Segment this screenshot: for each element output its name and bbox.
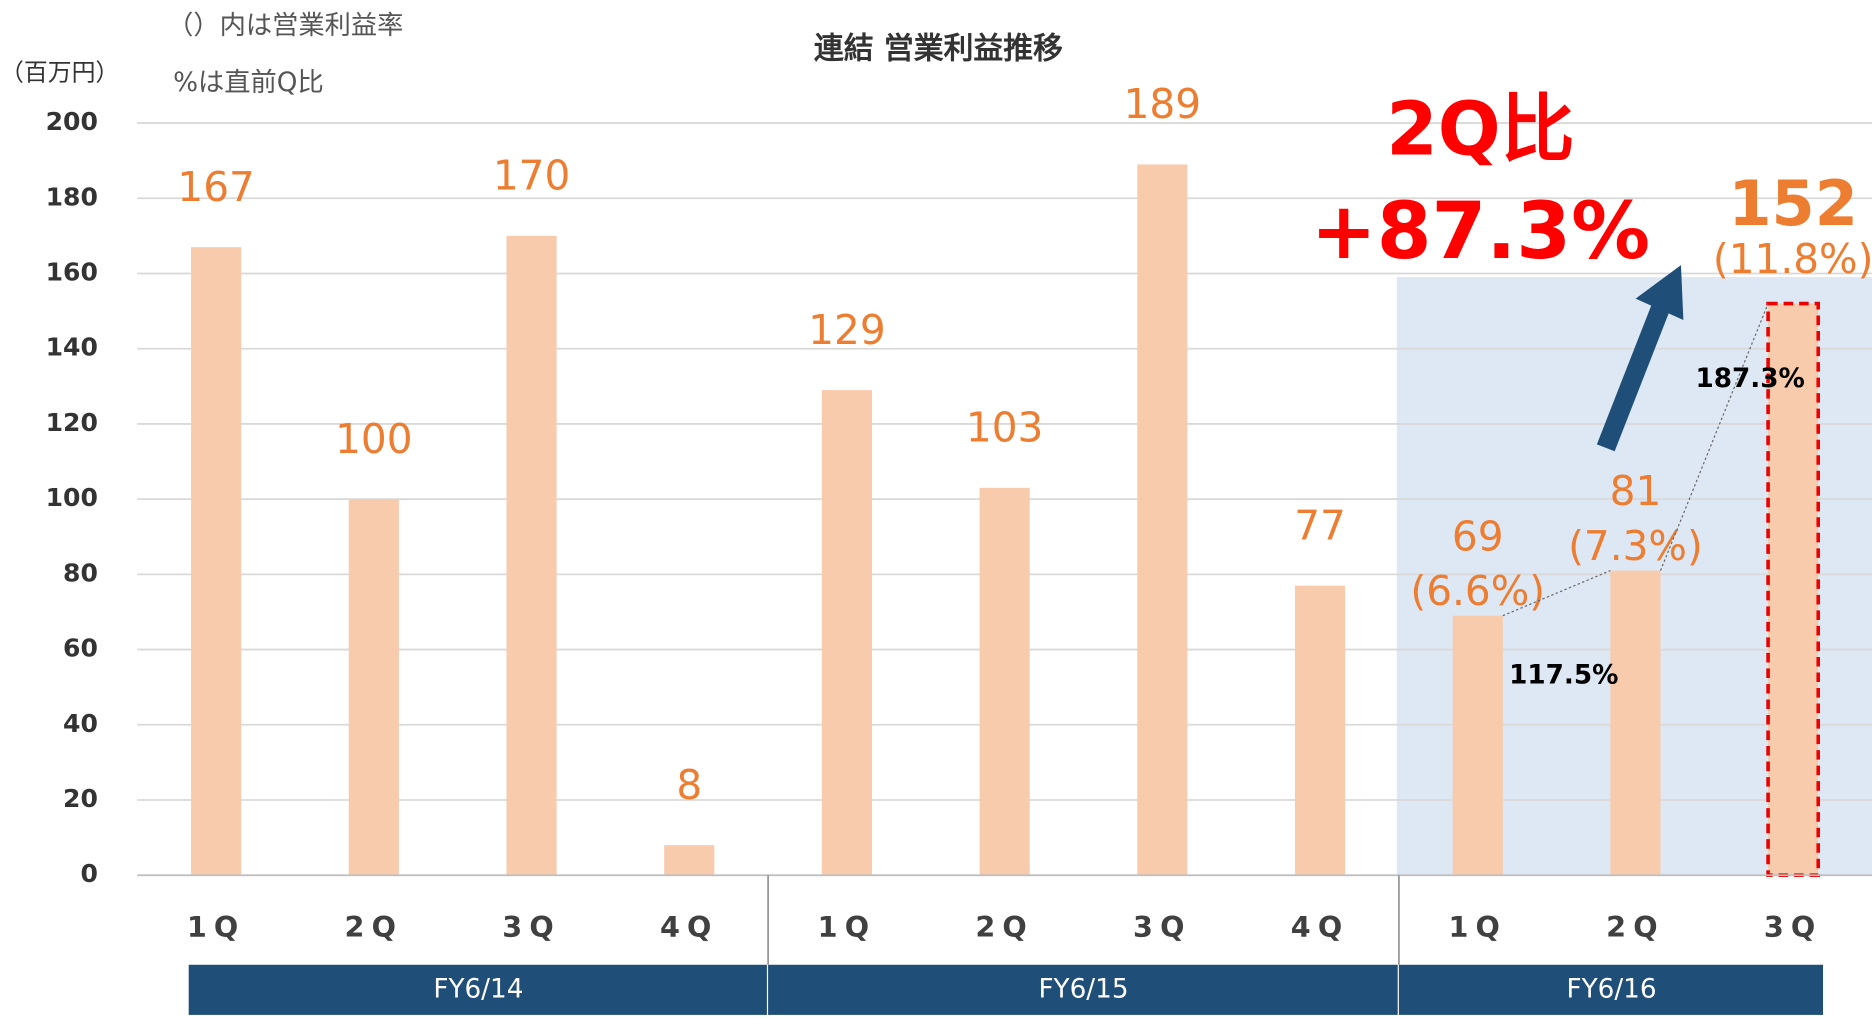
value-label: 69 [1452, 512, 1504, 560]
bar [191, 247, 242, 876]
bar [1137, 164, 1188, 876]
margin-label: (7.3%) [1568, 522, 1703, 570]
bar [1294, 585, 1346, 876]
y-tick-label: 160 [46, 258, 98, 287]
group-band [188, 964, 767, 1015]
connector [1502, 570, 1611, 617]
unit-label: （百万円） [0, 59, 119, 87]
margin-label: (11.8%) [1713, 235, 1872, 283]
value-label: 81 [1610, 467, 1662, 515]
y-tick-label: 20 [63, 784, 98, 813]
y-tick-label: 60 [63, 634, 98, 663]
value-label: 103 [966, 404, 1043, 452]
y-tick-label: 180 [46, 182, 98, 211]
x-tick-label: 2Q [975, 910, 1034, 944]
bar [821, 390, 873, 876]
bar [1452, 615, 1503, 876]
x-tick-label: 2Q [345, 910, 404, 944]
value-label: 167 [177, 163, 254, 211]
y-tick-label: 40 [63, 709, 98, 738]
group-label: FY6/14 [433, 974, 523, 1004]
group-label: FY6/15 [1038, 974, 1128, 1004]
value-label: 8 [676, 761, 702, 809]
y-tick-label: 80 [63, 558, 98, 587]
x-tick-label: 1Q [187, 910, 246, 944]
x-tick-label: 3Q [502, 910, 561, 944]
value-label: 170 [493, 152, 570, 200]
value-label: 77 [1294, 501, 1346, 549]
chart-title: 連結 営業利益推移 [814, 32, 1063, 67]
headline: +87.3% [1311, 185, 1650, 277]
value-label: 129 [808, 306, 885, 354]
x-tick-label: 3Q [1133, 910, 1192, 944]
y-tick-label: 200 [46, 107, 98, 136]
bar [348, 499, 399, 876]
value-label: 152 [1728, 167, 1858, 240]
bar [979, 487, 1030, 876]
group-label: FY6/16 [1566, 974, 1656, 1004]
x-tick-label: 2Q [1606, 910, 1665, 944]
value-label: 100 [335, 415, 412, 463]
note: （）内は営業利益率 [167, 11, 403, 41]
growth-label: 187.3% [1695, 364, 1804, 394]
value-label: 189 [1124, 80, 1201, 128]
x-tick-label: 4Q [660, 910, 719, 944]
bar [1768, 303, 1819, 876]
x-tick-label: 3Q [1764, 910, 1823, 944]
highlight-box [1766, 301, 1821, 878]
x-tick-label: 1Q [1448, 910, 1507, 944]
margin-label: (6.6%) [1410, 567, 1545, 615]
arrow [1596, 301, 1671, 452]
bar [664, 845, 715, 876]
group-band [1398, 964, 1823, 1015]
group-band [768, 964, 1398, 1015]
x-tick-label: 1Q [818, 910, 877, 944]
arrow-head [1635, 265, 1684, 321]
x-tick-label: 4Q [1291, 910, 1350, 944]
y-tick-label: 100 [46, 483, 98, 512]
connector [1659, 303, 1769, 571]
y-tick-label: 0 [80, 859, 97, 888]
headline: 2Q比 [1386, 86, 1574, 172]
bar [1610, 570, 1661, 876]
bar [506, 235, 557, 876]
y-tick-label: 120 [46, 408, 98, 437]
y-tick-label: 140 [46, 333, 98, 362]
growth-label: 117.5% [1509, 660, 1618, 690]
note: %は直前Q比 [173, 68, 324, 98]
